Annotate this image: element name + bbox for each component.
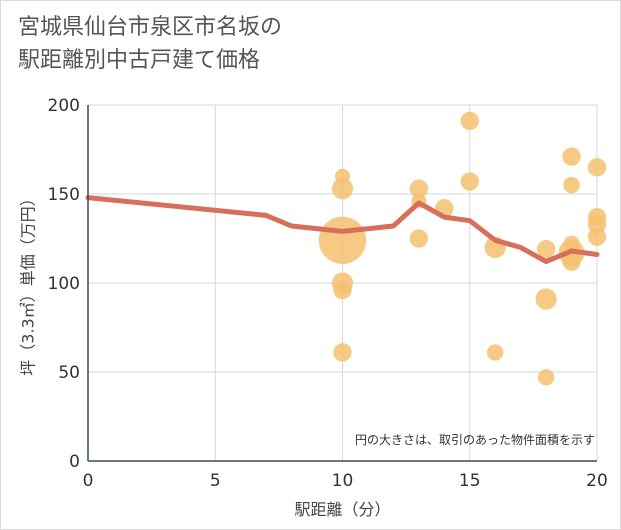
y-tick-label-50: 50 xyxy=(58,363,80,383)
bubble-6 xyxy=(333,343,352,362)
y-tick-label-200: 200 xyxy=(48,96,80,116)
x-tick-label-15: 15 xyxy=(459,471,481,491)
bubble-3 xyxy=(318,216,367,264)
bubble-layer xyxy=(318,111,607,386)
bubble-23 xyxy=(587,158,607,177)
bubble-26 xyxy=(587,227,607,246)
trend-line-layer xyxy=(85,195,600,265)
bubble-size-note: 円の大きさは、取引のあった物件面積を示す xyxy=(355,432,595,447)
chart-title-line-1: 宮城県仙台市泉区市名坂の xyxy=(18,15,283,40)
chart-title: 宮城県仙台市泉区市名坂の 駅距離別中古戸建て価格 xyxy=(18,11,282,77)
y-tick-label-150: 150 xyxy=(48,185,80,205)
x-axis-label: 駅距離（分） xyxy=(294,500,390,519)
x-tick-label-5: 5 xyxy=(210,471,221,491)
bubble-16 xyxy=(535,288,557,310)
bubble-5 xyxy=(333,280,352,300)
bubble-14 xyxy=(486,344,504,361)
bubble-19 xyxy=(563,176,580,194)
bubble-2 xyxy=(331,178,354,200)
bubble-7 xyxy=(409,179,429,198)
bubble-11 xyxy=(460,111,479,131)
bubble-15 xyxy=(536,239,556,259)
x-tick-label-20: 20 xyxy=(586,471,608,491)
chart-title-line-2: 駅距離別中古戸建て価格 xyxy=(18,48,261,73)
bubble-22 xyxy=(562,252,581,271)
x-tick-label-0: 0 xyxy=(83,471,94,491)
bubble-9 xyxy=(409,229,429,248)
y-tick-label-100: 100 xyxy=(48,274,80,294)
x-tick-label-10: 10 xyxy=(332,471,354,491)
average-price-line xyxy=(85,195,600,265)
bubble-12 xyxy=(460,172,479,191)
y-axis-label: 坪（3.3㎡）単価（万円） xyxy=(19,190,38,375)
y-tick-label-0: 0 xyxy=(69,452,80,472)
bubble-18 xyxy=(562,147,581,166)
axes xyxy=(87,105,597,462)
bubble-17 xyxy=(537,369,555,386)
